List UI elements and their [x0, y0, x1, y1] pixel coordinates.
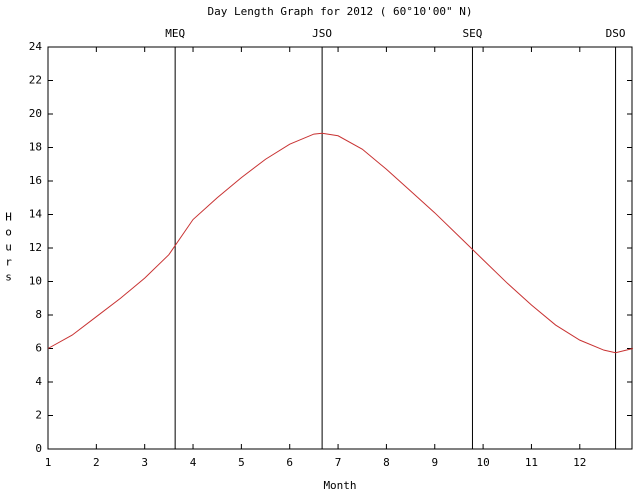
x-tick-label: 11 — [525, 456, 538, 469]
data-line — [47, 132, 634, 354]
y-tick-label: 12 — [29, 241, 42, 254]
x-tick-label: 9 — [431, 456, 438, 469]
y-tick-label: 22 — [29, 74, 42, 87]
y-tick-label: 6 — [35, 342, 42, 355]
x-tick-label: 3 — [141, 456, 148, 469]
y-tick-label: 10 — [29, 275, 42, 288]
marker-label: MEQ — [165, 27, 185, 40]
y-tick-label: 16 — [29, 174, 42, 187]
y-tick-label: 14 — [29, 208, 43, 221]
x-tick-label: 4 — [190, 456, 197, 469]
x-tick-label: 1 — [45, 456, 52, 469]
marker-label: SEQ — [463, 27, 483, 40]
marker-label: JSO — [312, 27, 332, 40]
x-tick-label: 2 — [93, 456, 100, 469]
marker-label: DSO — [606, 27, 626, 40]
chart-title: Day Length Graph for 2012 ( 60°10'00" N) — [208, 5, 473, 18]
y-tick-label: 2 — [35, 409, 42, 422]
y-tick-label: 18 — [29, 141, 42, 154]
x-tick-label: 7 — [335, 456, 342, 469]
x-axis-label: Month — [323, 479, 356, 492]
y-tick-label: 24 — [29, 40, 43, 53]
x-tick-label: 8 — [383, 456, 390, 469]
y-axis-label: Hours — [2, 211, 15, 286]
y-tick-label: 4 — [35, 375, 42, 388]
x-tick-label: 10 — [476, 456, 489, 469]
y-tick-label: 20 — [29, 107, 42, 120]
x-tick-label: 12 — [573, 456, 586, 469]
x-tick-label: 6 — [286, 456, 293, 469]
y-tick-label: 0 — [35, 442, 42, 455]
y-tick-label: 8 — [35, 308, 42, 321]
x-tick-label: 5 — [238, 456, 245, 469]
